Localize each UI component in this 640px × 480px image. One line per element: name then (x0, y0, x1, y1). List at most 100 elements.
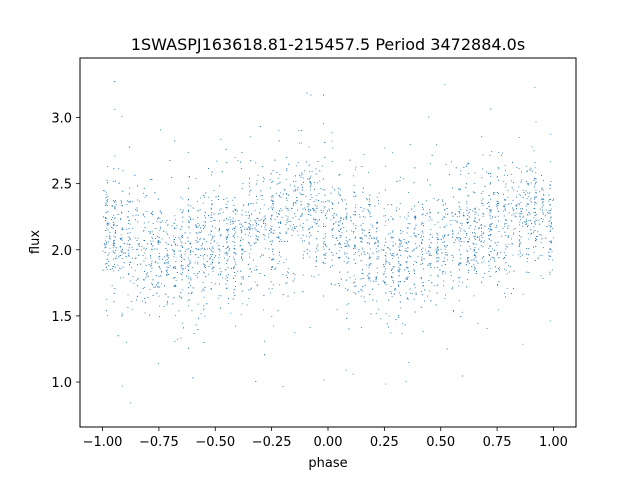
data-point (488, 228, 490, 230)
data-point (473, 221, 475, 223)
data-point (176, 245, 178, 247)
data-point (482, 215, 484, 217)
y-axis-label: flux (28, 230, 43, 254)
data-point (271, 259, 273, 261)
data-point (362, 191, 364, 193)
data-point (105, 243, 107, 245)
data-point (385, 220, 387, 222)
data-point (301, 214, 303, 215)
data-point (197, 210, 199, 212)
data-point (234, 275, 236, 277)
data-point (318, 225, 319, 227)
data-point (422, 285, 424, 286)
data-point (214, 227, 216, 229)
data-point (182, 265, 184, 267)
data-point (293, 292, 295, 294)
data-point (347, 271, 349, 273)
data-point (543, 194, 544, 195)
data-point (193, 273, 195, 274)
data-point (361, 290, 363, 292)
data-point (302, 229, 304, 231)
data-point (447, 259, 448, 261)
data-point (295, 226, 297, 227)
data-point (542, 218, 544, 220)
data-point (228, 228, 230, 230)
data-point (414, 217, 416, 219)
data-point (388, 262, 390, 264)
data-point (409, 273, 410, 274)
data-point (548, 224, 550, 226)
data-point (309, 177, 311, 179)
data-point (368, 254, 370, 256)
data-point (407, 192, 409, 193)
data-point (532, 232, 534, 234)
data-point (375, 280, 377, 282)
data-point (129, 223, 131, 225)
data-point (173, 241, 175, 243)
data-point (482, 232, 484, 234)
data-point (505, 269, 507, 271)
data-point (155, 275, 157, 276)
data-point (535, 202, 537, 204)
data-point (150, 255, 151, 257)
data-point (249, 289, 251, 291)
data-point (383, 208, 385, 210)
data-point (348, 328, 350, 330)
data-point (383, 264, 385, 265)
data-point (470, 225, 471, 226)
data-point (520, 194, 522, 196)
data-point (527, 224, 529, 226)
data-point (129, 146, 130, 148)
data-point (194, 262, 196, 264)
data-point (237, 160, 239, 162)
data-point (285, 193, 287, 194)
data-point (113, 292, 115, 294)
data-point (384, 282, 385, 284)
data-point (250, 287, 252, 289)
data-point (339, 285, 340, 287)
data-point (463, 215, 465, 217)
data-point (513, 228, 515, 230)
data-point (171, 244, 173, 246)
data-point (362, 210, 364, 212)
data-point (251, 228, 253, 230)
data-point (504, 199, 506, 200)
data-point (121, 205, 123, 207)
data-point (198, 248, 200, 250)
data-point (316, 246, 318, 248)
data-point (375, 242, 377, 244)
data-point (474, 172, 476, 174)
data-point (203, 305, 205, 307)
data-point (296, 200, 298, 201)
data-point (188, 222, 190, 223)
data-point (437, 249, 439, 251)
data-point (526, 181, 527, 183)
data-point (489, 255, 490, 256)
data-point (505, 254, 507, 256)
data-point (460, 228, 462, 229)
data-point (182, 322, 183, 324)
data-point (414, 216, 416, 218)
data-point (226, 229, 227, 230)
data-point (288, 221, 290, 222)
data-point (256, 269, 258, 271)
data-point (399, 249, 400, 250)
data-point (435, 304, 437, 306)
data-point (233, 252, 235, 254)
data-point (195, 240, 197, 241)
data-point (415, 292, 417, 294)
data-point (188, 248, 190, 249)
data-point (281, 209, 283, 211)
data-point (534, 260, 536, 261)
data-point (370, 313, 372, 315)
data-point (256, 195, 257, 197)
data-point (530, 182, 532, 184)
data-point (293, 202, 294, 204)
data-point (256, 218, 258, 219)
data-point (229, 216, 231, 218)
data-point (324, 215, 326, 216)
data-point (301, 142, 302, 144)
data-point (534, 219, 536, 221)
data-point (399, 239, 401, 241)
data-point (103, 190, 104, 191)
